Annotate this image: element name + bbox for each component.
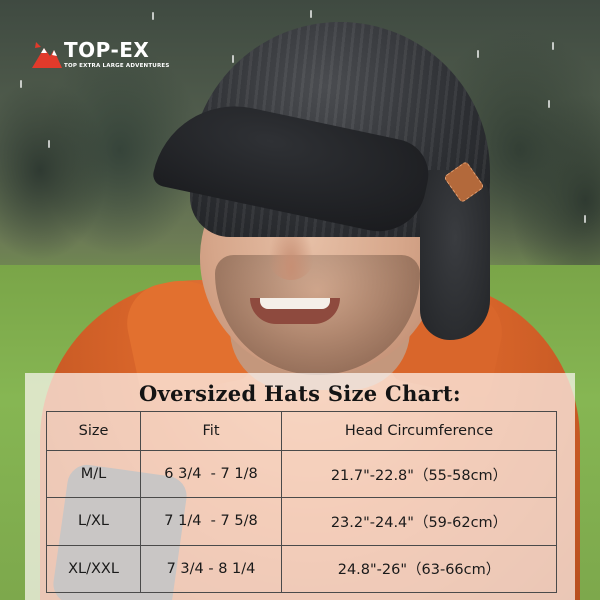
table-row: L/XL 7 1/4 - 7 5/8 23.2"-24.4"（59-62cm） (46, 497, 557, 546)
cell-head-circumference: 23.2"-24.4"（59-62cm） (281, 497, 557, 546)
raindrop (232, 55, 234, 63)
raindrop (310, 10, 312, 18)
brand-tagline: TOP EXTRA LARGE ADVENTURES (64, 63, 170, 69)
table-row: XL/XXL 7 3/4 - 8 1/4 24.8"-26"（63-66cm） (46, 544, 557, 594)
raindrop (20, 80, 22, 88)
cell-size: XL/XXL (46, 544, 141, 594)
header-head-circumference: Head Circumference (281, 411, 557, 451)
table-header-row: Size Fit Head Circumference (46, 411, 557, 451)
raindrop (552, 42, 554, 50)
brand-name: TOP-EX (64, 38, 150, 62)
size-chart-title: Oversized Hats Size Chart: (139, 381, 461, 406)
cell-head-circumference: 21.7"-22.8"（55-58cm） (281, 449, 557, 499)
size-chart-table: Size Fit Head Circumference M/L 6 3/4 - … (46, 411, 557, 594)
brand-logo: TOP-EX TOP EXTRA LARGE ADVENTURES (32, 38, 207, 74)
raindrop (584, 215, 586, 223)
table-row: M/L 6 3/4 - 7 1/8 21.7"-22.8"（55-58cm） (46, 449, 557, 499)
raindrop (152, 12, 154, 20)
raindrop (48, 140, 50, 148)
cell-size: L/XL (46, 497, 141, 546)
cell-size: M/L (46, 449, 141, 499)
cell-fit: 7 3/4 - 8 1/4 (140, 544, 282, 594)
mountain-logo-icon (32, 42, 62, 68)
header-size: Size (46, 411, 141, 451)
header-fit: Fit (140, 411, 282, 451)
cell-fit: 7 1/4 - 7 5/8 (140, 497, 282, 546)
cell-fit: 6 3/4 - 7 1/8 (140, 449, 282, 499)
beanie-ear-flap (420, 170, 490, 340)
raindrop (548, 100, 550, 108)
raindrop (477, 50, 479, 58)
smile (250, 298, 340, 324)
cell-head-circumference: 24.8"-26"（63-66cm） (281, 544, 557, 594)
